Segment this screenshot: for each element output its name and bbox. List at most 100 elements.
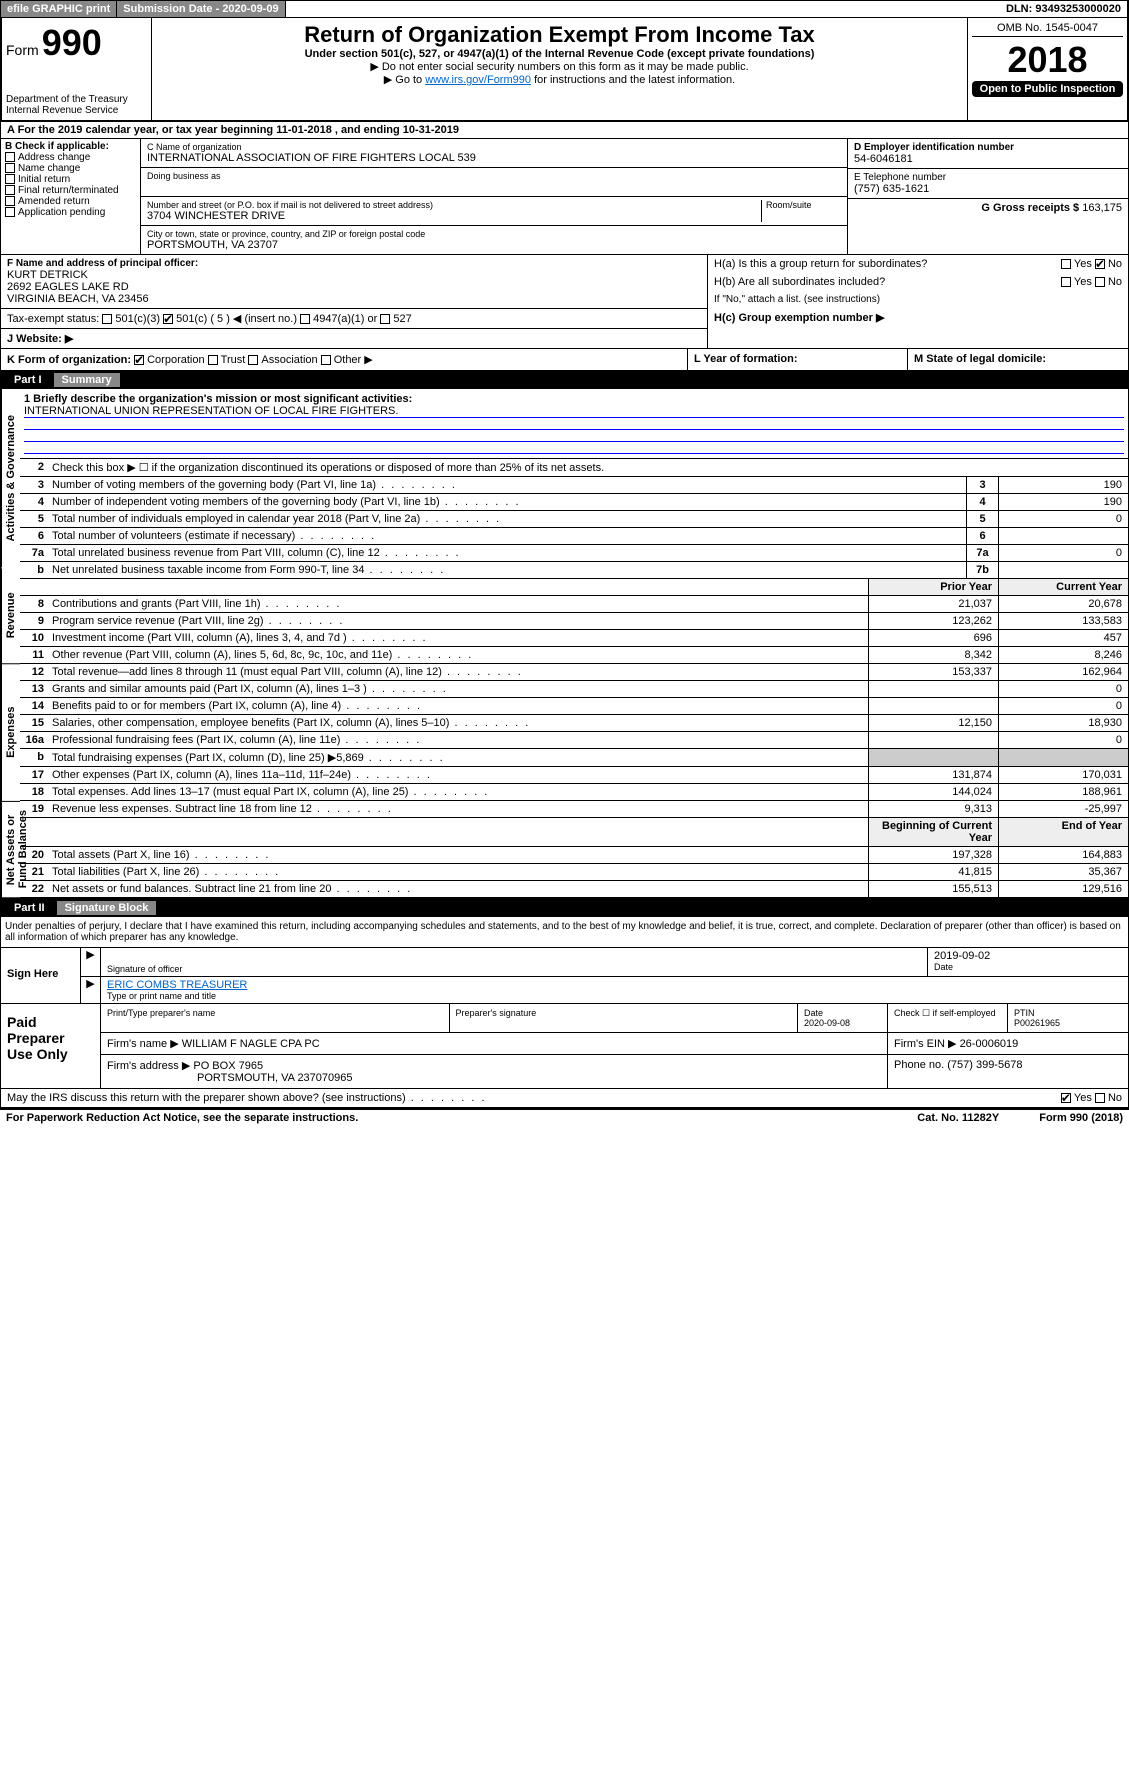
addr-label: Number and street (or P.O. box if mail i… <box>147 200 761 210</box>
form-title: Return of Organization Exempt From Incom… <box>162 22 957 48</box>
website-label: J Website: ▶ <box>1 329 707 348</box>
officer-addr1: 2692 EAGLES LAKE RD <box>7 281 701 293</box>
chk-ha-no[interactable] <box>1095 259 1105 269</box>
omb-number: OMB No. 1545-0047 <box>972 22 1123 37</box>
h-b-label: H(b) Are all subordinates included? <box>714 276 885 288</box>
note-goto: ▶ Go to www.irs.gov/Form990 for instruct… <box>162 73 957 86</box>
q2-text: Check this box ▶ ☐ if the organization d… <box>48 459 1128 476</box>
side-governance: Activities & Governance <box>1 389 20 568</box>
discuss-question: May the IRS discuss this return with the… <box>7 1092 1061 1104</box>
chk-corp[interactable] <box>134 355 144 365</box>
mission-text: INTERNATIONAL UNION REPRESENTATION OF LO… <box>24 405 1124 418</box>
year-formation-label: L Year of formation: <box>694 353 798 365</box>
chk-initial-return[interactable] <box>5 174 15 184</box>
city-label: City or town, state or province, country… <box>147 229 841 239</box>
firm-phone: (757) 399-5678 <box>947 1059 1022 1071</box>
phone-label: E Telephone number <box>854 172 1122 183</box>
firm-ein: 26-0006019 <box>960 1038 1019 1050</box>
ptin-value: P00261965 <box>1014 1018 1122 1028</box>
chk-501c3[interactable] <box>102 314 112 324</box>
hdr-prior-year: Prior Year <box>868 579 998 595</box>
sig-officer-label: Signature of officer <box>107 964 921 974</box>
part1-header: Part I Summary <box>0 371 1129 389</box>
firm-city: PORTSMOUTH, VA 237070965 <box>107 1072 881 1084</box>
side-revenue: Revenue <box>1 568 20 664</box>
firm-name: WILLIAM F NAGLE CPA PC <box>182 1038 320 1050</box>
room-suite-label: Room/suite <box>761 200 841 222</box>
hdr-begin-year: Beginning of Current Year <box>868 818 998 846</box>
h-c-label: H(c) Group exemption number ▶ <box>708 308 1128 327</box>
gross-receipts-value: 163,175 <box>1082 202 1122 214</box>
chk-discuss-no[interactable] <box>1095 1093 1105 1103</box>
org-name: INTERNATIONAL ASSOCIATION OF FIRE FIGHTE… <box>147 152 841 164</box>
perjury-declaration: Under penalties of perjury, I declare th… <box>1 917 1128 948</box>
discuss-row: May the IRS discuss this return with the… <box>0 1089 1129 1108</box>
chk-trust[interactable] <box>208 355 218 365</box>
prep-name-hdr: Print/Type preparer's name <box>101 1004 450 1032</box>
part2-header: Part II Signature Block <box>0 899 1129 917</box>
chk-501c[interactable] <box>163 314 173 324</box>
chk-app-pending[interactable] <box>5 207 15 217</box>
dba-label: Doing business as <box>147 171 841 181</box>
officer-label: F Name and address of principal officer: <box>7 258 701 269</box>
firm-address: PO BOX 7965 <box>193 1060 263 1072</box>
self-employed-check[interactable]: Check ☐ if self-employed <box>888 1004 1008 1032</box>
dln: DLN: 93493253000020 <box>1000 1 1128 17</box>
officer-addr2: VIRGINIA BEACH, VA 23456 <box>7 293 701 305</box>
chk-address-change[interactable] <box>5 152 15 162</box>
chk-name-change[interactable] <box>5 163 15 173</box>
tax-year: 2018 <box>972 39 1123 81</box>
form-org-row: K Form of organization: Corporation Trus… <box>0 349 1129 371</box>
gross-receipts-label: G Gross receipts $ <box>981 202 1079 214</box>
form-number: 990 <box>42 22 102 63</box>
ein-label: D Employer identification number <box>854 142 1122 153</box>
phone-value: (757) 635-1621 <box>854 183 1122 195</box>
side-netassets: Net Assets or Fund Balances <box>1 802 20 898</box>
top-bar: efile GRAPHIC print Submission Date - 20… <box>0 0 1129 18</box>
summary-section: Activities & Governance Revenue Expenses… <box>0 389 1129 899</box>
sign-here-label: Sign Here <box>1 948 81 1003</box>
column-b-checkboxes: B Check if applicable: Address change Na… <box>1 139 141 254</box>
chk-527[interactable] <box>380 314 390 324</box>
sig-date-label: Date <box>934 962 1122 972</box>
subtitle: Under section 501(c), 527, or 4947(a)(1)… <box>162 48 957 60</box>
name-title-label: Type or print name and title <box>107 991 1122 1001</box>
side-expenses: Expenses <box>1 664 20 802</box>
efile-button[interactable]: efile GRAPHIC print <box>1 1 117 17</box>
form-header: Form 990 Department of the Treasury Inte… <box>0 18 1129 122</box>
period-row: A For the 2019 calendar year, or tax yea… <box>0 122 1129 139</box>
sig-date: 2019-09-02 <box>934 950 1122 962</box>
h-a-label: H(a) Is this a group return for subordin… <box>714 258 927 270</box>
submission-date: Submission Date - 2020-09-09 <box>117 1 285 17</box>
chk-hb-yes[interactable] <box>1061 277 1071 287</box>
chk-other[interactable] <box>321 355 331 365</box>
hdr-current-year: Current Year <box>998 579 1128 595</box>
chk-4947[interactable] <box>300 314 310 324</box>
hdr-end-year: End of Year <box>998 818 1128 846</box>
department: Department of the Treasury Internal Reve… <box>6 94 147 116</box>
chk-assoc[interactable] <box>248 355 258 365</box>
officer-name-title: ERIC COMBS TREASURER <box>107 979 1122 991</box>
paid-preparer-label: Paid Preparer Use Only <box>1 1004 101 1088</box>
page-footer: For Paperwork Reduction Act Notice, see … <box>0 1108 1129 1126</box>
paid-preparer-section: Paid Preparer Use Only Print/Type prepar… <box>0 1004 1129 1089</box>
street-address: 3704 WINCHESTER DRIVE <box>147 210 761 222</box>
chk-discuss-yes[interactable] <box>1061 1093 1071 1103</box>
org-name-label: C Name of organization <box>147 142 841 152</box>
chk-final-return[interactable] <box>5 185 15 195</box>
q1-label: 1 Briefly describe the organization's mi… <box>24 393 412 405</box>
prep-date: 2020-09-08 <box>804 1018 881 1028</box>
note-ssn: ▶ Do not enter social security numbers o… <box>162 60 957 73</box>
chk-ha-yes[interactable] <box>1061 259 1071 269</box>
h-b-note: If "No," attach a list. (see instruction… <box>708 291 1128 308</box>
state-domicile-label: M State of legal domicile: <box>914 353 1046 365</box>
chk-hb-no[interactable] <box>1095 277 1105 287</box>
chk-amended[interactable] <box>5 196 15 206</box>
city-state-zip: PORTSMOUTH, VA 23707 <box>147 239 841 251</box>
catalog-number: Cat. No. 11282Y <box>917 1112 999 1124</box>
officer-name: KURT DETRICK <box>7 269 701 281</box>
prep-sig-hdr: Preparer's signature <box>450 1004 799 1032</box>
open-public-badge: Open to Public Inspection <box>972 81 1123 97</box>
signature-block: Under penalties of perjury, I declare th… <box>0 917 1129 1004</box>
form990-link[interactable]: www.irs.gov/Form990 <box>425 74 531 86</box>
